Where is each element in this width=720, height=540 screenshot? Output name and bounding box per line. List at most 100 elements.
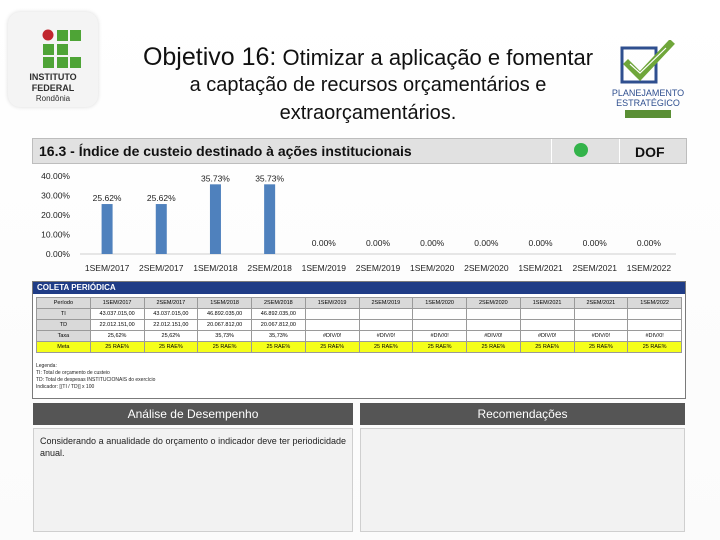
table-header-cell: 2SEM/2018	[251, 297, 306, 309]
data-label: 0.00%	[420, 238, 445, 248]
table-cell: 25,62%	[143, 330, 199, 342]
x-tick-label: 2SEM/2017	[139, 263, 184, 273]
table-cell	[304, 319, 360, 331]
data-label: 0.00%	[366, 238, 391, 248]
table-cell	[466, 319, 521, 331]
table-cell: #DIV/0!	[573, 330, 629, 342]
title-line1: Otimizar a aplicação e fomentar	[282, 45, 594, 70]
data-label: 0.00%	[312, 238, 337, 248]
table-cell: 25 RAE%	[304, 341, 360, 353]
table-row: TI 43.037.015,00 43.037.015,00 46.892.035,0…	[36, 308, 682, 320]
x-tick-label: 1SEM/2021	[518, 263, 563, 273]
table-cell: 25 RAE%	[573, 341, 629, 353]
table-cell: 20.067.812,00	[251, 319, 306, 331]
x-tick-label: 1SEM/2022	[627, 263, 672, 273]
table-header-cell: 1SEM/2021	[519, 297, 575, 309]
table-cell: #DIV/0!	[304, 330, 360, 342]
table-cell: 25 RAE%	[627, 341, 682, 353]
status-indicator-icon	[574, 143, 588, 157]
table-cell: 25 RAE%	[197, 341, 252, 353]
table-header-cell: 2SEM/2017	[143, 297, 199, 309]
table-cell: 35,73%	[251, 330, 306, 342]
row-label: Meta	[36, 341, 91, 353]
table-cell: 25 RAE%	[143, 341, 199, 353]
x-tick-label: 2SEM/2020	[464, 263, 509, 273]
table-header-cell: 2SEM/2021	[573, 297, 629, 309]
table-row: TD 22.012.151,00 22.012.151,00 20.067.812,0…	[36, 319, 682, 331]
legend-line: TD: Total de despesas INSTITUCIONAIS do …	[36, 377, 156, 383]
institute-logo-line1: INSTITUTO	[29, 72, 77, 82]
institute-logo-line2: FEDERAL	[31, 83, 75, 93]
y-tick-label: 40.00%	[41, 171, 70, 181]
data-label: 35.73%	[255, 173, 284, 183]
indicator-owner: DOF	[635, 144, 665, 160]
table-cell: 25 RAE%	[412, 341, 467, 353]
periodic-table: Período 1SEM/2017 2SEM/2017 1SEM/2018 2SEM/2…	[36, 297, 682, 353]
bar	[155, 204, 167, 254]
table-header-row: Período 1SEM/2017 2SEM/2017 1SEM/2018 2SEM/2…	[36, 297, 682, 309]
table-cell: 25 RAE%	[519, 341, 575, 353]
table-header-cell: Período	[36, 297, 91, 309]
table-cell: #DIV/0!	[358, 330, 414, 342]
table-cell: 25 RAE%	[358, 341, 414, 353]
table-cell: 22.012.151,00	[143, 319, 199, 331]
table-cell: 25 RAE%	[89, 341, 145, 353]
y-tick-label: 30.00%	[41, 191, 70, 201]
page-title: Objetivo 16: Otimizar a aplicação e fome…	[118, 44, 618, 127]
recommendations-title: Recomendações	[360, 403, 685, 425]
indicator-bar-chart: 40.00% 30.00% 20.00% 10.00% 0.00% 25.62% 1SEM/…	[41, 171, 676, 273]
data-label: 25.62%	[147, 193, 176, 203]
data-label: 0.00%	[528, 238, 553, 248]
table-cell: 43.037.015,00	[89, 308, 145, 320]
table-cell: 25 RAE%	[466, 341, 521, 353]
table-cell	[573, 319, 629, 331]
table-cell	[519, 319, 575, 331]
table-cell: 20.067.812,00	[197, 319, 252, 331]
indicator-title: 16.3 - Índice de custeio destinado à açõ…	[39, 143, 412, 159]
legend-line: Legenda:	[36, 363, 57, 369]
planning-logo-line1: PLANEJAMENTO	[611, 88, 685, 98]
table-cell: 22.012.151,00	[89, 319, 145, 331]
table-caption: COLETA PERIÓDICA	[33, 282, 685, 294]
table-cell: 25 RAE%	[251, 341, 306, 353]
table-cell	[519, 308, 575, 320]
table-cell	[627, 308, 682, 320]
table-header-cell: 2SEM/2019	[358, 297, 414, 309]
table-cell: 46.892.035,00	[197, 308, 252, 320]
table-cell: #DIV/0!	[627, 330, 682, 342]
indicator-divider	[619, 139, 620, 163]
x-tick-label: 1SEM/2018	[193, 263, 238, 273]
table-cell	[358, 308, 414, 320]
y-tick-label: 20.00%	[41, 210, 70, 220]
x-tick-label: 2SEM/2019	[356, 263, 401, 273]
table-header-cell: 1SEM/2022	[627, 297, 682, 309]
periodic-collection-panel: COLETA PERIÓDICA Período 1SEM/2017 2SEM/20…	[32, 281, 686, 399]
y-tick-label: 0.00%	[46, 249, 71, 259]
title-line3: extraorçamentários.	[279, 102, 457, 124]
table-cell	[304, 308, 360, 320]
table-header-cell: 2SEM/2020	[466, 297, 521, 309]
table-legend: Legenda: TI: Total de orçamento de custei…	[36, 363, 336, 391]
table-cell: #DIV/0!	[466, 330, 521, 342]
analysis-title: Análise de Desempenho	[33, 403, 353, 425]
table-cell: 35,73%	[197, 330, 252, 342]
table-header-cell: 1SEM/2020	[412, 297, 467, 309]
x-tick-label: 1SEM/2020	[410, 263, 455, 273]
x-tick-label: 2SEM/2021	[573, 263, 618, 273]
table-cell	[358, 319, 414, 331]
data-label: 0.00%	[474, 238, 499, 248]
planning-logo-line2: ESTRATÉGICO	[616, 98, 680, 108]
indicator-divider	[551, 139, 552, 163]
table-cell: 43.037.015,00	[143, 308, 199, 320]
recommendations-body	[360, 428, 685, 532]
table-cell	[412, 319, 467, 331]
x-tick-label: 1SEM/2017	[85, 263, 130, 273]
table-row: Meta 25 RAE% 25 RAE% 25 RAE% 25 RAE% 25 RAE% 2…	[36, 341, 682, 353]
y-tick-label: 10.00%	[41, 230, 70, 240]
table-row: Taxa 25,62% 25,62% 35,73% 35,73% #DIV/0! #DIV/…	[36, 330, 682, 342]
planning-logo: PLANEJAMENTO ESTRATÉGICO	[600, 40, 696, 120]
analysis-body: Considerando a anualidade do orçamento o…	[33, 428, 353, 532]
data-label: 35.73%	[201, 173, 230, 183]
institute-logo-mark	[42, 29, 81, 68]
bar	[101, 204, 113, 254]
